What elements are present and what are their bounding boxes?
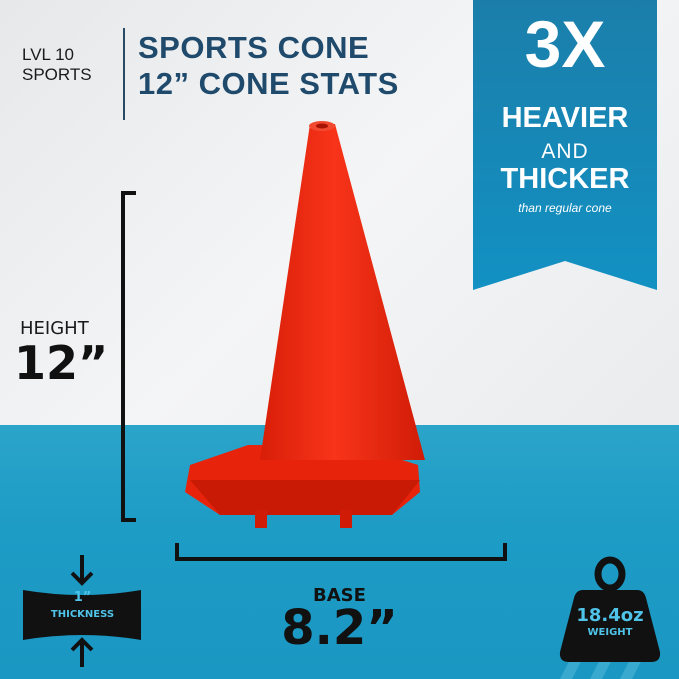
divider: [123, 28, 125, 120]
ribbon-line1: HEAVIER: [501, 102, 629, 134]
ribbon-line3: THICKER: [500, 163, 630, 195]
base-label: BASE: [313, 585, 366, 606]
weight-label: WEIGHT: [587, 627, 633, 638]
title-line2: 12” CONE STATS: [138, 66, 399, 101]
title-line1: SPORTS CONE: [138, 30, 370, 65]
brand-line1: LVL 10: [22, 45, 74, 64]
base-bracket: [175, 543, 507, 561]
weight-value: 18.4oz: [576, 605, 644, 626]
height-value: 12”: [14, 336, 109, 390]
page-title: SPORTS CONE 12” CONE STATS: [138, 30, 399, 102]
brand-logo: LVL 10 SPORTS: [22, 45, 92, 85]
ribbon-big: 3X: [524, 7, 606, 81]
weight-icon: [559, 556, 661, 662]
height-bracket: [121, 191, 136, 522]
brand-line2: SPORTS: [22, 65, 92, 84]
cone-image: [185, 121, 425, 528]
height-label: HEIGHT: [20, 318, 89, 339]
thickness-icon: [23, 555, 141, 667]
ribbon-badge: [473, 0, 657, 290]
thickness-label: THICKNESS: [50, 609, 115, 620]
thickness-value: 1”: [73, 590, 92, 605]
ribbon-sub: than regular cone: [518, 201, 612, 215]
ribbon-line2: AND: [541, 140, 589, 163]
base-value: 8.2”: [281, 600, 398, 656]
